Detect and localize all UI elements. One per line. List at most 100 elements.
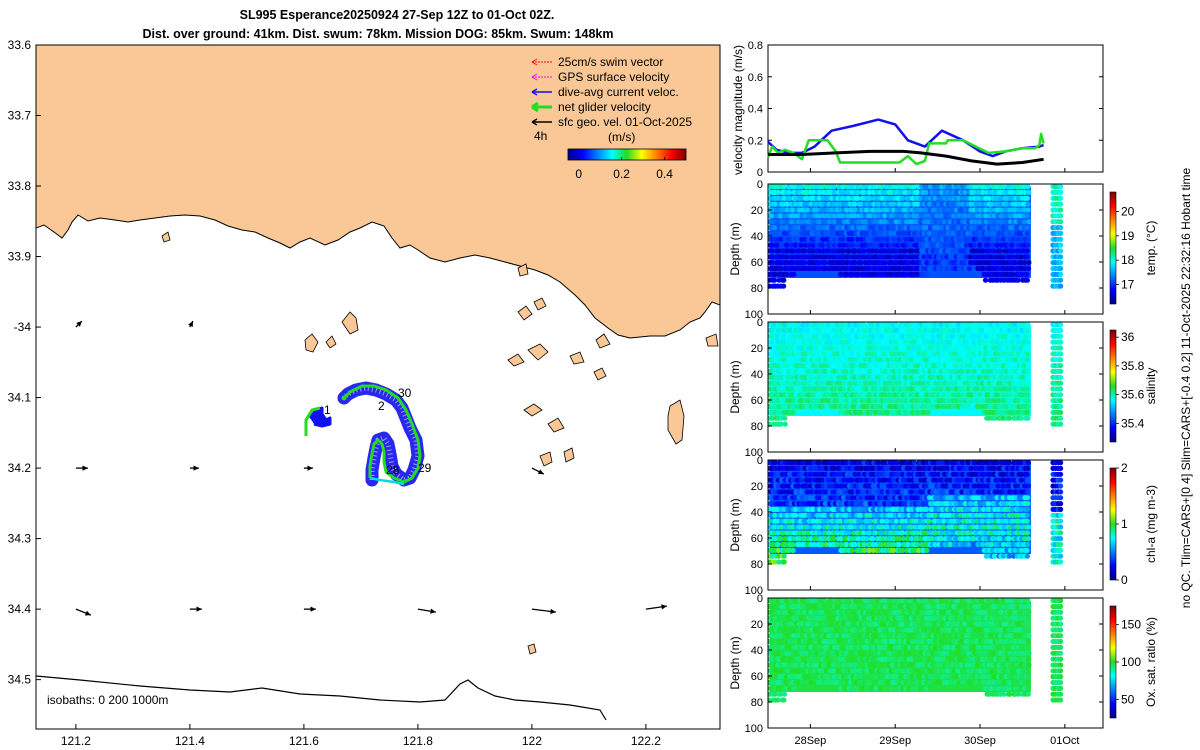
section-sample bbox=[971, 363, 977, 369]
section-sample bbox=[1012, 363, 1019, 369]
section-sample bbox=[1012, 207, 1018, 213]
section-sample bbox=[861, 333, 867, 339]
section-sample bbox=[1009, 506, 1015, 512]
section-sample bbox=[988, 207, 995, 213]
section-sample bbox=[798, 219, 805, 225]
section-sample bbox=[1010, 225, 1016, 231]
section-sample bbox=[840, 184, 847, 190]
chlorophyll-colorbar bbox=[1109, 467, 1117, 581]
section-sample bbox=[1006, 460, 1012, 466]
section-sample bbox=[778, 536, 784, 542]
section-sample bbox=[998, 207, 1004, 213]
section-sample bbox=[846, 195, 852, 201]
section-sample bbox=[792, 679, 799, 686]
section-sample bbox=[962, 213, 968, 219]
section-sample bbox=[778, 477, 785, 483]
section-sample bbox=[986, 339, 992, 345]
section-sample bbox=[950, 248, 956, 254]
section-sample bbox=[906, 201, 912, 207]
section-sample bbox=[926, 265, 932, 272]
section-sample bbox=[977, 230, 983, 236]
section-sample bbox=[953, 524, 959, 530]
legend-arrowhead bbox=[531, 88, 538, 96]
section-sample bbox=[954, 471, 960, 477]
section-sample bbox=[901, 465, 907, 471]
section-sample bbox=[810, 512, 817, 518]
section-sample bbox=[768, 518, 772, 524]
section-sample bbox=[994, 213, 1000, 219]
depth-tick-label: 80 bbox=[751, 283, 763, 295]
section-sample bbox=[947, 530, 953, 536]
section-sample bbox=[1007, 541, 1013, 548]
surface-geostrophic-vectors bbox=[75, 320, 667, 616]
section-sample bbox=[962, 465, 968, 471]
section-sample bbox=[805, 398, 811, 404]
section-sample bbox=[781, 230, 788, 236]
section-sample bbox=[796, 656, 802, 662]
section-sample bbox=[858, 260, 864, 266]
section-sample bbox=[781, 638, 787, 645]
section-sample bbox=[772, 465, 778, 471]
section-sample bbox=[980, 518, 986, 524]
section-sample bbox=[1001, 184, 1007, 190]
section-sample bbox=[966, 541, 972, 548]
section-sample bbox=[811, 656, 817, 662]
section-sample bbox=[1058, 559, 1064, 565]
section-sample bbox=[1026, 260, 1032, 266]
section-sample bbox=[778, 691, 784, 697]
section-sample bbox=[791, 685, 797, 692]
track-day-label: 28 bbox=[386, 463, 400, 477]
section-sample bbox=[781, 662, 787, 668]
section-sample bbox=[923, 506, 929, 512]
section-sample bbox=[834, 541, 840, 548]
section-sample bbox=[926, 322, 933, 328]
section-sample bbox=[992, 530, 998, 536]
island bbox=[539, 451, 553, 467]
section-sample bbox=[1058, 421, 1064, 427]
section-sample bbox=[893, 524, 900, 530]
section-sample bbox=[915, 403, 921, 410]
section-sample bbox=[1000, 357, 1007, 363]
section-sample bbox=[908, 357, 914, 363]
section-sample bbox=[791, 271, 797, 277]
section-sample bbox=[1058, 380, 1064, 386]
section-sample bbox=[847, 506, 853, 512]
section-sample bbox=[855, 184, 862, 190]
section-sample bbox=[944, 368, 950, 374]
section-sample bbox=[884, 518, 891, 524]
section-sample bbox=[838, 201, 844, 207]
section-sample bbox=[912, 351, 918, 357]
section-sample bbox=[917, 327, 923, 333]
section-sample bbox=[784, 219, 790, 225]
section-sample bbox=[956, 351, 962, 357]
surface-sample bbox=[990, 460, 995, 462]
section-sample bbox=[831, 184, 837, 190]
section-sample bbox=[1026, 219, 1032, 225]
section-sample bbox=[914, 530, 921, 536]
legend-arrowhead bbox=[531, 58, 538, 66]
section-sample bbox=[918, 489, 924, 495]
section-sample bbox=[778, 260, 784, 266]
title-line-2: Dist. over ground: 41km. Dist. swum: 78k… bbox=[143, 27, 614, 41]
section-sample bbox=[850, 465, 856, 471]
section-sample bbox=[852, 201, 858, 207]
section-sample bbox=[1024, 409, 1030, 415]
section-sample bbox=[855, 386, 861, 392]
section-sample bbox=[1025, 207, 1031, 213]
sfc-geo-vector-head bbox=[307, 465, 313, 471]
section-sample bbox=[965, 518, 971, 524]
section-sample bbox=[974, 465, 980, 471]
section-sample bbox=[1024, 277, 1030, 283]
section-sample bbox=[802, 213, 808, 219]
section-sample bbox=[781, 207, 787, 213]
section-sample bbox=[817, 322, 823, 328]
section-sample bbox=[909, 248, 915, 254]
section-sample bbox=[882, 260, 888, 266]
section-sample bbox=[980, 541, 986, 548]
section-sample bbox=[896, 351, 902, 357]
section-sample bbox=[813, 322, 819, 328]
section-sample bbox=[1016, 207, 1022, 213]
speed-colorbar-tick-label: 0 bbox=[575, 167, 582, 181]
section-sample bbox=[825, 207, 831, 213]
depth-tick-label: 100 bbox=[745, 447, 763, 459]
